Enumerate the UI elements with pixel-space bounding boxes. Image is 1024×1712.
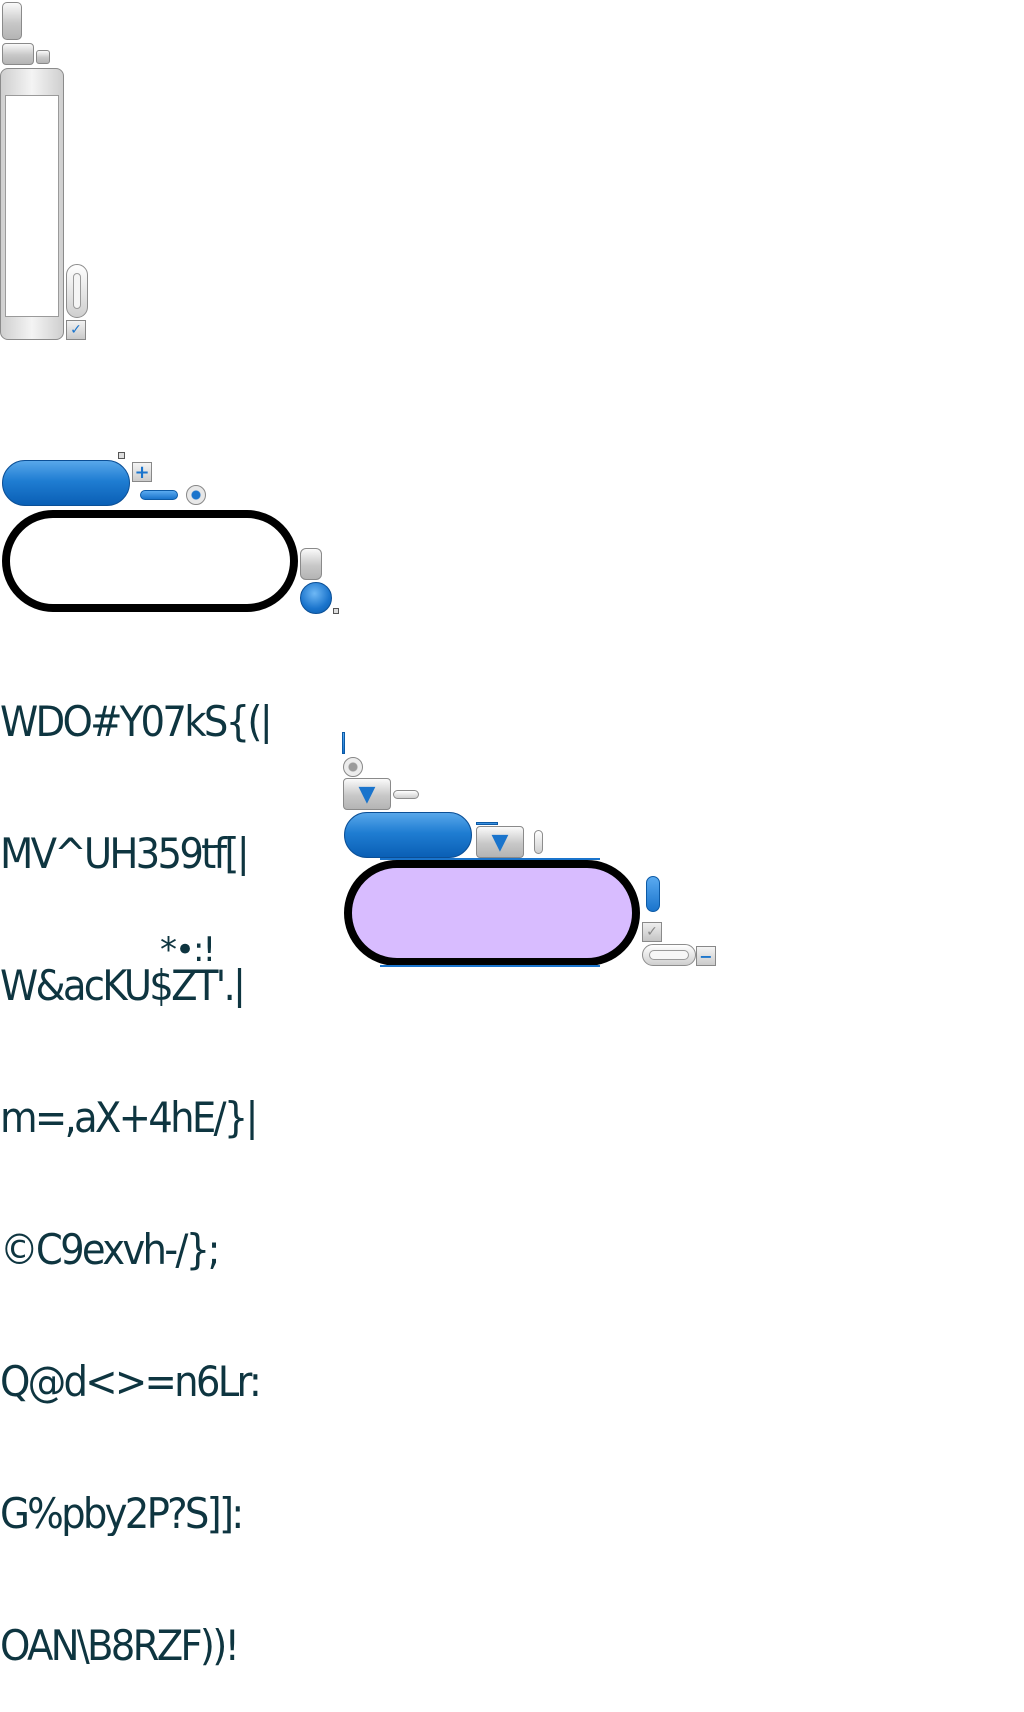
- small-horizontal-slider[interactable]: [393, 790, 419, 799]
- glyph-row-extra: *•:!: [160, 930, 216, 970]
- grey-pill-inner: [649, 950, 689, 960]
- plus-glyph: +: [134, 461, 150, 483]
- vertical-scroll-thumb[interactable]: [66, 264, 88, 318]
- field-bottom-accent: [380, 965, 600, 967]
- glyph-row-3: W&acKU$ZT'.|: [0, 964, 246, 1008]
- dropdown-arrow-button-2[interactable]: ▼: [476, 826, 524, 858]
- field-top-accent: [380, 858, 600, 860]
- grey-vertical-panel: [0, 68, 64, 340]
- blue-slider-bar[interactable]: [140, 490, 178, 500]
- tiny-square-marker-2: [333, 608, 339, 614]
- blue-pill-button-2[interactable]: [344, 812, 472, 858]
- chevron-down-icon: ▼: [358, 781, 376, 807]
- dropdown-arrow-button[interactable]: ▼: [343, 778, 391, 810]
- scroll-thumb-grip: [73, 273, 81, 309]
- grey-radio-icon[interactable]: [343, 757, 363, 777]
- minus-icon[interactable]: −: [696, 946, 716, 966]
- font-glyph-atlas: WDO#Y07kS{(| MV^UH359tf[| W&acKU$ZT'.| m…: [0, 612, 322, 1712]
- minus-glyph: −: [699, 946, 713, 966]
- blue-pill-button[interactable]: [2, 460, 130, 506]
- check-icon[interactable]: ✓: [66, 320, 86, 340]
- small-grey-toggle-tall[interactable]: [2, 2, 22, 40]
- blue-round-button[interactable]: [300, 582, 332, 614]
- thin-blue-tick: [342, 732, 345, 754]
- tiny-grey-button[interactable]: [36, 50, 50, 64]
- glyph-row-6: Q@d<>=n6Lr:: [0, 1360, 262, 1404]
- glyph-row-4: m=,aX+4hE/}|: [0, 1096, 259, 1140]
- glyph-row-5: ©C9exvh-/};: [0, 1228, 220, 1272]
- check-glyph: ✓: [70, 322, 82, 338]
- small-vertical-slider[interactable]: [534, 830, 543, 854]
- blue-marker-line: [476, 822, 498, 825]
- tiny-square-marker: [118, 452, 125, 459]
- glyph-row-1: WDO#Y07kS{(|: [0, 700, 273, 744]
- plus-icon[interactable]: +: [132, 461, 152, 483]
- blue-vertical-bar[interactable]: [646, 876, 660, 912]
- small-grey-toggle[interactable]: [300, 548, 322, 580]
- grey-pill-slider[interactable]: [642, 944, 696, 966]
- glyph-row-7: G%pby2P?S]]:: [0, 1492, 244, 1536]
- glyph-row-2: MV^UH359tf[|: [0, 832, 250, 876]
- check-icon-disabled[interactable]: ✓: [642, 922, 662, 942]
- chevron-down-icon-2: ▼: [491, 829, 509, 855]
- large-outlined-field[interactable]: [2, 510, 298, 612]
- purple-outlined-field[interactable]: [344, 860, 640, 966]
- radio-icon[interactable]: [186, 485, 206, 505]
- small-grey-button[interactable]: [2, 43, 34, 65]
- check-glyph-2: ✓: [646, 924, 658, 940]
- glyph-row-8: OAN\B8RZF))!: [0, 1624, 240, 1668]
- grey-panel-inner: [5, 95, 59, 317]
